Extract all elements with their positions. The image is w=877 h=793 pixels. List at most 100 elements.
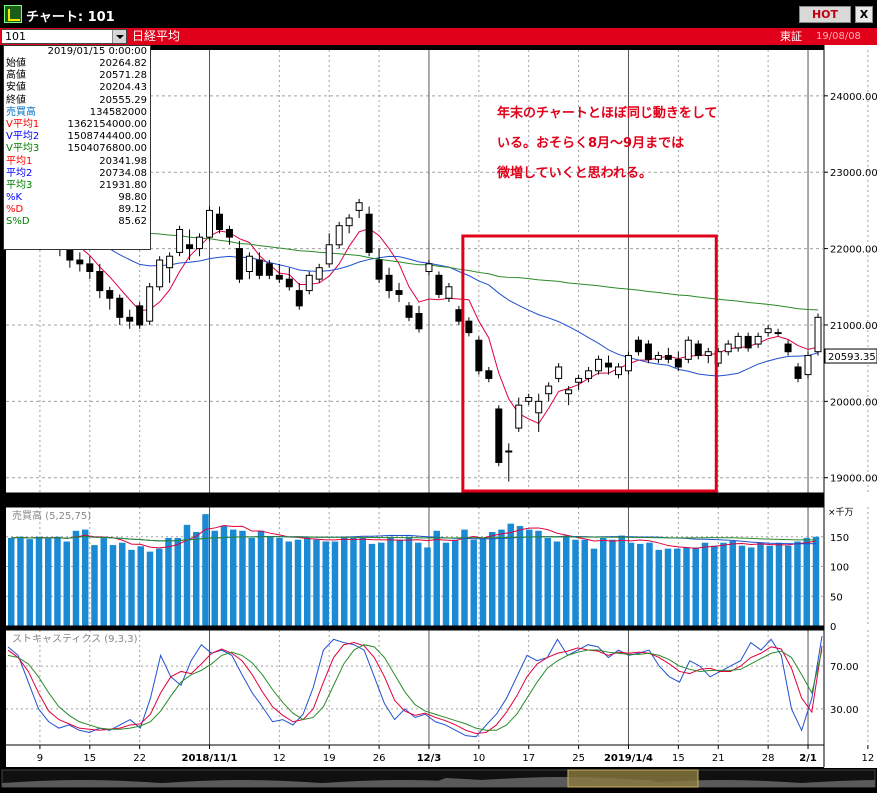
chart-area[interactable]: 19000.00 20000.00 21000.00 22000.00 23000.00… [0,45,877,768]
volume-bar [757,542,764,626]
volume-bar [738,545,746,626]
info-row: 始値 20264.82 [4,58,150,70]
volume-bar [544,537,551,626]
x-tick-label: 15 [83,753,96,764]
volume-bar [535,530,542,626]
scrollbar-track[interactable] [0,768,877,789]
info-row: 安値 20204.43 [4,82,150,94]
ma1-line [9,206,819,425]
volume-bar [405,536,413,626]
volume-bar [341,536,348,626]
volume-bar [794,541,801,626]
volume-tick-label: 50 [830,592,843,603]
candle-body [535,400,543,414]
volume-bar [627,542,635,626]
ma2-line [9,160,819,377]
volume-ma-line [11,535,816,542]
hot-button[interactable]: HOT [799,6,851,23]
candle-body [255,259,263,276]
info-row: 平均2 20734.08 [4,168,150,180]
volume-bar [711,545,718,626]
current-price-label: 20593.35 [828,352,876,363]
candle-body [265,263,273,276]
candle-body [295,290,303,307]
symbol-select[interactable]: 101 [1,29,127,44]
candle-body [644,343,652,360]
x-tick-label: 25 [572,753,585,764]
volume-bar [507,523,514,626]
chart-scrollbar[interactable] [0,768,877,789]
volume-bar [26,539,33,626]
candle-body [335,225,343,246]
volume-bar [239,530,246,626]
volume-bar [267,536,274,626]
candle-body [415,313,423,330]
candle-body [225,228,233,238]
candle-body [595,358,603,372]
candle-body [126,316,134,322]
price-tick-label: 21000.00 [830,321,877,332]
info-row: %K 98.80 [4,192,150,204]
volume-bar [322,541,329,626]
volume-bar [618,535,625,626]
stochastic-line [7,644,823,731]
candle-body [555,366,563,379]
candle-body [355,202,363,211]
market-label: 東証 [780,30,802,43]
price-tick-label: 24000.00 [830,92,877,103]
x-tick-label: 12 [273,753,286,764]
volume-bar [202,514,209,626]
candle-body [475,339,483,372]
volume-bar [600,537,607,626]
candle-body [395,290,403,295]
info-value: 21931.80 [99,179,147,191]
volume-bar [415,542,422,626]
title-bar: チャート: 101 HOT X [0,0,877,29]
volume-bar [479,537,487,626]
volume-bar [720,542,727,626]
volume-bar [803,537,810,626]
volume-bar [193,531,200,626]
info-value: 1362154000.00 [67,118,147,130]
volume-bar [433,530,440,626]
volume-bar [498,529,505,626]
info-value: 20204.43 [99,82,147,94]
chevron-down-icon[interactable] [112,30,126,43]
volume-bar [359,537,366,626]
candle-body [575,377,583,383]
volume-bar [304,536,311,626]
info-row: V平均2 1508744400.00 [4,131,150,143]
volume-bar [748,547,755,626]
x-tick-label: 28 [762,753,775,764]
info-row: 高値 20571.28 [4,70,150,82]
info-row: V平均1 1362154000.00 [4,119,150,131]
candle-body [724,343,732,353]
candle-body [146,286,154,322]
volume-bar [54,536,61,626]
volume-bar [637,543,644,626]
volume-bar [452,539,459,626]
volume-bar [655,549,662,626]
volume-bar [729,540,736,626]
stochastic-tick-label: 30.00 [830,705,859,716]
candle-body [515,404,523,429]
info-label: 売買高 [6,106,36,118]
candle-body [794,366,802,379]
info-label: 平均2 [6,167,33,179]
candle-body [445,286,453,299]
volume-bar [230,529,237,626]
volume-bar [156,548,163,626]
candle-body [235,248,243,280]
candle-body [385,274,393,292]
close-button[interactable]: X [855,6,873,23]
candle-body [325,244,333,265]
volume-bar [331,541,339,626]
candle-body [86,263,94,273]
info-row: %D 89.12 [4,204,150,216]
candle-body [664,355,672,360]
header-date: 19/08/08 [816,31,861,42]
volume-bar [526,529,533,626]
candle-body [525,397,533,402]
volume-tick-label: 150 [830,533,849,544]
info-label: 平均1 [6,155,33,167]
